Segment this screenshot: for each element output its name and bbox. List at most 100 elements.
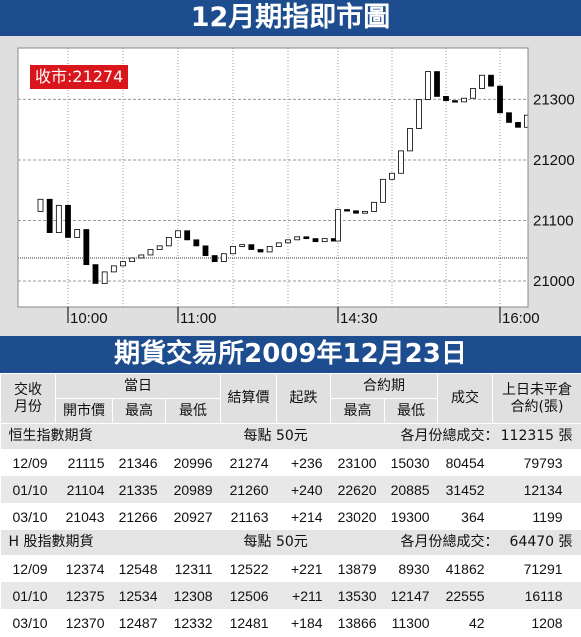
candle: [129, 257, 136, 263]
candle: [524, 114, 528, 128]
cell-low: 12332: [165, 609, 221, 636]
table-row: 03/10 21043 21266 20927 21163 +214 23020 19300 3…: [0, 503, 581, 530]
candle: [175, 230, 181, 238]
candle: [147, 249, 154, 256]
candle: [407, 128, 413, 152]
table-row: 12/09 21115 21346 20996 21274 +236 23100 15030 8…: [0, 449, 581, 476]
candle: [165, 237, 172, 247]
group-point-value: 每點 50元: [243, 534, 308, 550]
cell-delivery-month: 12/09: [0, 555, 56, 582]
header-delivery-month: 交收 月份: [0, 373, 56, 424]
candle: [294, 236, 301, 241]
cell-volume: 364: [437, 503, 493, 530]
cell-open-interest: 79793: [492, 449, 581, 476]
cell-contract-high: 13879: [330, 555, 385, 582]
header-settle: 結算價: [220, 373, 278, 424]
x-tick-label: 16:00: [502, 310, 540, 327]
cell-open: 21043: [55, 503, 113, 530]
candle: [266, 246, 273, 253]
chart-panel: 21300 21200 21100 21000 10:00 11:00 14:30 16:00…: [0, 36, 581, 336]
cell-change: +236: [276, 449, 331, 476]
group-total-label: 各月份總成交：: [400, 428, 499, 444]
cell-contract-low: 8930: [384, 555, 438, 582]
cell-low: 20989: [165, 476, 221, 503]
candle: [46, 198, 53, 233]
cell-high: 12534: [112, 582, 166, 609]
candle: [470, 88, 476, 99]
candle: [488, 74, 494, 87]
candle: [202, 245, 209, 256]
candle: [120, 261, 126, 267]
x-tick-label: 10:00: [70, 310, 108, 327]
cell-delivery-month: 03/10: [0, 609, 56, 636]
candle: [461, 97, 467, 103]
cell-delivery-month: 03/10: [0, 503, 56, 530]
cell-contract-high: 23100: [330, 449, 385, 476]
candle: [65, 204, 71, 238]
close-price-label: 收市:21274: [30, 65, 129, 89]
cell-open: 12370: [55, 609, 113, 636]
cell-contract-high: 22620: [330, 476, 385, 503]
candle: [416, 99, 422, 129]
cell-volume: 41862: [437, 555, 493, 582]
cell-contract-high: 13866: [330, 609, 385, 636]
candle: [362, 210, 368, 214]
cell-settle: 12481: [220, 609, 277, 636]
candle: [321, 238, 328, 243]
candle: [193, 239, 200, 247]
header-contract-low: 最低: [384, 398, 439, 424]
cell-high: 12548: [112, 555, 166, 582]
candle: [380, 178, 386, 203]
group-total-label: 各月份總成交：: [400, 534, 499, 550]
cell-contract-low: 19300: [384, 503, 438, 530]
group-total-volume: 112315 張: [500, 428, 573, 444]
header-delivery-month-line2: 月份: [14, 398, 42, 415]
cell-open-interest: 1208: [492, 609, 581, 636]
header-volume: 成交: [437, 373, 494, 424]
candle: [389, 172, 395, 180]
cell-low: 20996: [165, 449, 221, 476]
cell-contract-low: 12147: [384, 582, 438, 609]
header-delivery-month-line1: 交收: [14, 381, 42, 398]
cell-change: +184: [276, 609, 331, 636]
cell-high: 21266: [112, 503, 166, 530]
header-open: 開市價: [55, 398, 113, 424]
header-contract-period: 合約期: [330, 373, 439, 399]
plot-border: [17, 47, 529, 308]
candle: [497, 85, 503, 114]
candle: [452, 100, 458, 103]
intraday-chart: 21300 21200 21100 21000 10:00 11:00 14:30 16:00: [17, 47, 575, 327]
cell-change: +221: [276, 555, 331, 582]
x-tick-label: 14:30: [340, 310, 378, 327]
candle: [479, 74, 485, 89]
cell-volume: 80454: [437, 449, 493, 476]
header-high: 最高: [112, 398, 166, 424]
cell-settle: 21163: [220, 503, 277, 530]
header-day: 當日: [54, 373, 222, 399]
candle: [353, 210, 359, 214]
cell-delivery-month: 12/09: [0, 449, 56, 476]
header-change: 起跌: [276, 373, 332, 424]
cell-open-interest: 1199: [492, 503, 581, 530]
candle: [398, 150, 404, 174]
candle: [515, 122, 521, 128]
cell-open: 12374: [55, 555, 113, 582]
cell-contract-high: 23020: [330, 503, 385, 530]
group-name: 恒生指數期貨: [8, 428, 93, 444]
candle: [506, 112, 512, 123]
cell-contract-low: 15030: [384, 449, 438, 476]
cell-open: 12375: [55, 582, 113, 609]
cell-high: 21346: [112, 449, 166, 476]
cell-low: 20927: [165, 503, 221, 530]
candle: [37, 198, 44, 212]
candle: [434, 71, 440, 97]
y-tick-label: 21300: [533, 91, 575, 108]
cell-high: 21335: [112, 476, 166, 503]
candle: [74, 229, 81, 238]
candle: [138, 254, 145, 259]
cell-open-interest: 16118: [492, 582, 581, 609]
candle: [248, 244, 255, 250]
cell-settle: 21260: [220, 476, 277, 503]
cell-open: 21115: [55, 449, 113, 476]
cell-change: +240: [276, 476, 331, 503]
